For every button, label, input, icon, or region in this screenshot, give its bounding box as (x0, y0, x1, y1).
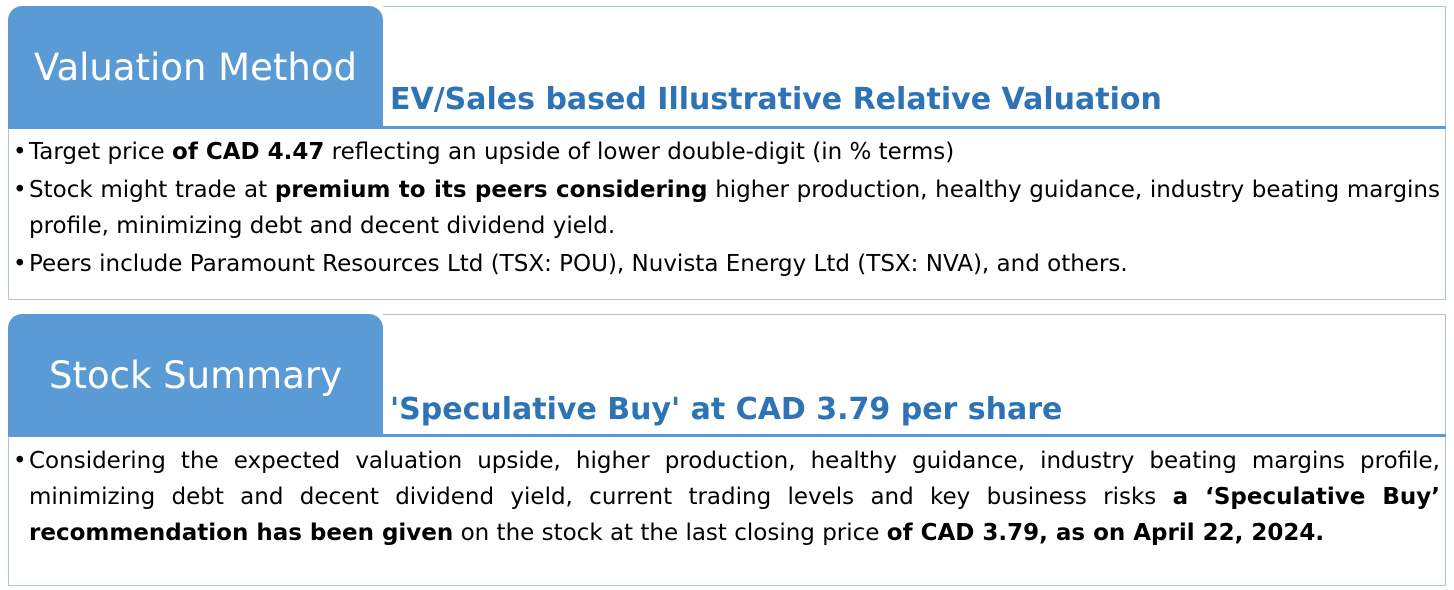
valuation-rule (8, 126, 1446, 129)
bullet-text: Stock might trade at (29, 177, 275, 203)
stock-summary-section: Stock Summary 'Speculative Buy' at CAD 3… (8, 314, 1446, 586)
bullet-dot: • (13, 251, 27, 277)
bullet-text: Considering the expected valuation upsid… (29, 448, 1440, 510)
bullet-text: higher production, healthy guidance, ind… (29, 177, 1440, 239)
bullet-text: reflecting an upside of lower double-dig… (324, 139, 955, 165)
valuation-method-section: Valuation Method EV/Sales based Illustra… (8, 6, 1446, 300)
bullet-text: Peers include Paramount Resources Ltd (T… (29, 251, 1128, 277)
frame-bottom (8, 585, 1446, 586)
frame-bottom (8, 299, 1446, 300)
summary-heading: 'Speculative Buy' at CAD 3.79 per share (390, 392, 1063, 427)
bullet-text: Target price (29, 139, 173, 165)
valuation-method-tab: Valuation Method (8, 6, 383, 128)
frame-right (1445, 6, 1446, 300)
bullet-bold-text: premium to its peers considering (274, 177, 708, 203)
valuation-heading: EV/Sales based Illustrative Relative Val… (390, 82, 1162, 117)
bullet-item: • Considering the expected valuation upsi… (13, 443, 1440, 551)
valuation-bullet-list: • Target price of CAD 4.47 reflecting an … (13, 134, 1440, 282)
frame-left (8, 436, 9, 586)
frame-right (1445, 314, 1446, 586)
summary-bullet-list: • Considering the expected valuation upsi… (13, 443, 1440, 551)
stock-summary-tab: Stock Summary (8, 314, 383, 436)
bullet-bold-text: of CAD 3.79, as on April 22, 2024. (886, 520, 1325, 546)
bullet-bold-text: a ‘Speculative Buy’ recommendation has b… (29, 484, 1440, 546)
valuation-method-tab-label: Valuation Method (34, 45, 357, 89)
bullet-item: • Peers include Paramount Resources Ltd (… (13, 246, 1440, 282)
bullet-dot: • (13, 177, 27, 203)
stock-summary-tab-label: Stock Summary (49, 353, 342, 397)
frame-top (383, 314, 1446, 315)
summary-rule (8, 434, 1446, 437)
bullet-item: • Target price of CAD 4.47 reflecting an … (13, 134, 1440, 170)
bullet-dot: • (13, 448, 27, 474)
bullet-text: on the stock at the last closing price (453, 520, 887, 546)
frame-left (8, 128, 9, 300)
frame-top (383, 6, 1446, 7)
bullet-bold-text: of CAD 4.47 (172, 139, 325, 165)
bullet-dot: • (13, 139, 27, 165)
bullet-item: • Stock might trade at premium to its pee… (13, 172, 1440, 244)
